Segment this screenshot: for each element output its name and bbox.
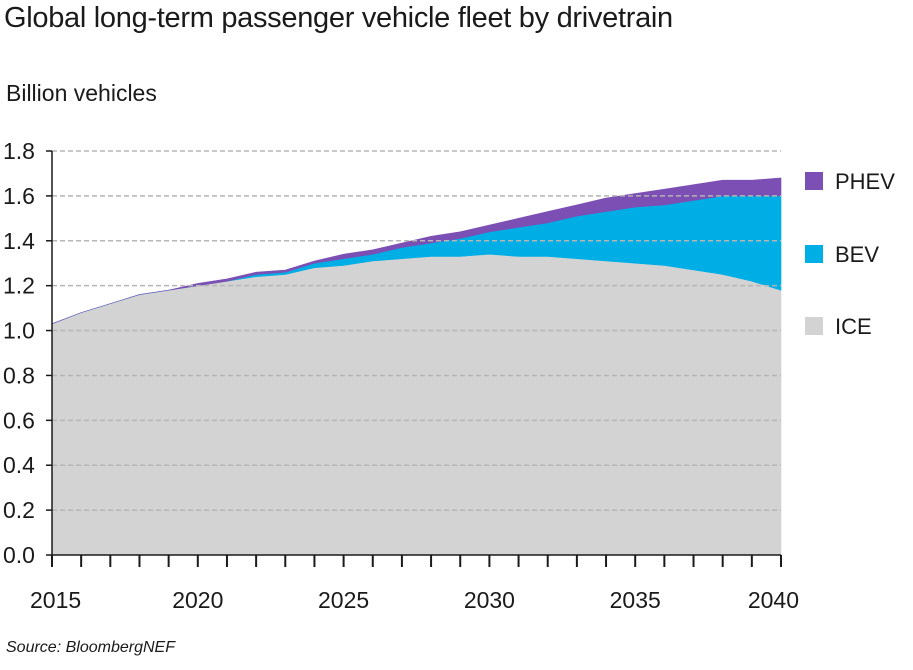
x-tick-label: 2015: [30, 587, 81, 613]
axes: [51, 151, 781, 556]
y-axis-label: Billion vehicles: [6, 80, 157, 106]
chart-title: Global long-term passenger vehicle fleet…: [4, 2, 673, 34]
x-tick-label: 2030: [464, 587, 515, 613]
legend-swatch-bev: [805, 245, 823, 263]
x-tick-label: 2040: [748, 587, 799, 613]
legend: PHEV BEV ICE: [805, 169, 895, 339]
x-tick-label: 2020: [172, 587, 223, 613]
y-tick-labels: 0.0 0.2 0.4 0.6 0.8 1.0 1.2 1.4 1.6 1.8: [3, 138, 52, 568]
series-areas: [51, 177, 782, 556]
legend-label-bev: BEV: [835, 242, 879, 267]
legend-label-phev: PHEV: [835, 169, 895, 194]
y-tick-label: 1.6: [3, 183, 35, 209]
gridlines: [52, 150, 781, 511]
x-tick-label: 2035: [610, 587, 661, 613]
x-tick-labels: 2015 2020 2025 2030 2035 2040: [30, 555, 799, 613]
legend-label-ice: ICE: [835, 314, 872, 339]
legend-swatch-phev: [805, 172, 823, 190]
y-tick-label: 0.0: [3, 542, 35, 568]
x-tick-label: 2025: [318, 587, 369, 613]
y-tick-label: 1.2: [3, 273, 35, 299]
area-phev: [51, 177, 782, 325]
legend-swatch-ice: [805, 317, 823, 335]
y-tick-label: 0.8: [3, 362, 35, 388]
y-tick-label: 1.4: [3, 228, 35, 254]
y-tick-label: 0.4: [3, 452, 35, 478]
source-note: Source: BloombergNEF: [6, 639, 175, 656]
y-tick-label: 1.8: [3, 138, 35, 164]
y-tick-label: 0.6: [3, 407, 35, 433]
y-tick-label: 0.2: [3, 497, 35, 523]
y-tick-label: 1.0: [3, 318, 35, 344]
